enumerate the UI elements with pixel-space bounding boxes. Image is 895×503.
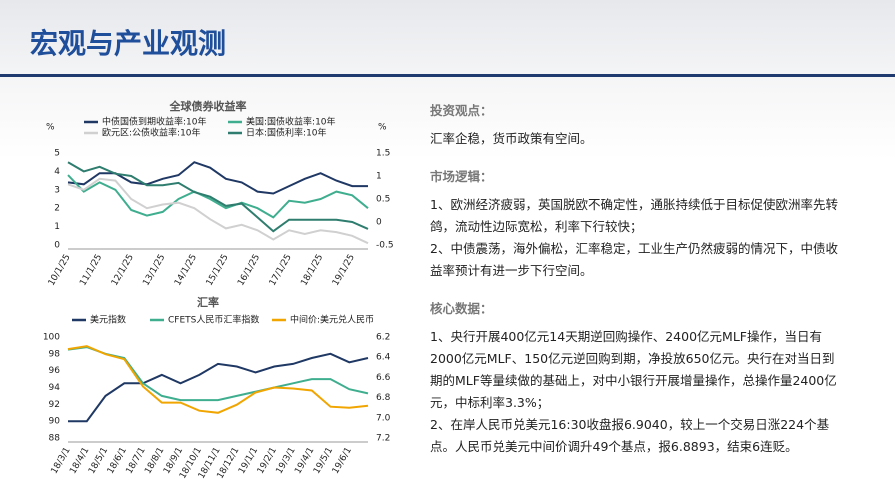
legend-label: CFETS人民币汇率指数 bbox=[168, 314, 259, 326]
x-tick-label: 15/1/25 bbox=[205, 253, 231, 288]
paragraph: 1、欧洲经济疲弱，英国脱欧不确定性，通胀持续低于目标促使欧洲率先转鸽，流动性边际… bbox=[430, 197, 838, 234]
y-tick-label: 98 bbox=[49, 349, 61, 359]
x-tick-label: 18/1/25 bbox=[299, 253, 325, 288]
legend-label: 日本:国债利率:10年 bbox=[246, 127, 327, 139]
legend-label: 美元指数 bbox=[90, 314, 126, 326]
charts: 全球债券收益率 0 1 2 3 4 5 1.5 1 0.5 0 -0.5% % 10/1/25 11/1/2… bbox=[43, 99, 394, 481]
paragraph: 2、在岸人民币兑美元16:30收盘报6.9040，较上一个交易日涨224个基点。… bbox=[430, 417, 830, 454]
y-tick-label: 90 bbox=[49, 417, 61, 427]
y2-tick-label: 7.0 bbox=[376, 413, 391, 423]
y2-tick-label: 0 bbox=[376, 218, 382, 228]
series-line bbox=[67, 161, 369, 233]
series-line bbox=[67, 345, 369, 414]
slide-title: 宏观与产业观测 bbox=[30, 27, 227, 60]
paragraph: 汇率企稳，货币政策有空间。 bbox=[430, 131, 593, 146]
y2-tick-label: 7.2 bbox=[376, 434, 390, 444]
x-tick-label: 16/1/25 bbox=[236, 253, 262, 288]
section-heading: 投资观点： bbox=[430, 103, 493, 118]
y-tick-label: 88 bbox=[49, 434, 61, 444]
x-tick-label: 19/1/25 bbox=[331, 253, 357, 288]
legend-label: 中间价:美元兑人民币 bbox=[290, 314, 374, 326]
paragraph: 2、中债震荡，海外偏松，汇率稳定，工业生产仍然疲弱的情况下，中债收益率预计有进一… bbox=[430, 241, 838, 278]
y-tick-label: 94 bbox=[49, 383, 61, 393]
chart-title: 全球债券收益率 bbox=[169, 99, 247, 113]
y-tick-label: 4 bbox=[54, 167, 60, 177]
section-heading: 市场逻辑： bbox=[430, 169, 493, 184]
y-tick-label: 2 bbox=[54, 204, 60, 214]
y2-tick-label: 6.6 bbox=[376, 373, 391, 383]
series-line bbox=[67, 177, 369, 245]
y-unit: % bbox=[46, 123, 55, 133]
y2-tick-label: 6.8 bbox=[376, 393, 391, 403]
series-line bbox=[67, 174, 369, 219]
y2-tick-label: 6.4 bbox=[376, 353, 391, 363]
y2-tick-label: 1 bbox=[376, 172, 382, 182]
paragraph: 1、央行开展400亿元14天期逆回购操作、2400亿元MLF操作，当日有2000… bbox=[430, 329, 837, 410]
y2-unit: % bbox=[378, 123, 387, 133]
x-tick-label: 13/1/25 bbox=[141, 253, 167, 288]
y-tick-label: 0 bbox=[54, 241, 60, 251]
x-tick-label: 10/1/25 bbox=[47, 253, 73, 288]
y2-tick-label: -0.5 bbox=[376, 241, 394, 251]
x-tick-label: 14/1/25 bbox=[173, 253, 199, 288]
y-tick-label: 3 bbox=[54, 185, 60, 195]
legend-label: 中债国债到期收益率:10年 bbox=[102, 116, 207, 128]
y-tick-label: 92 bbox=[49, 400, 60, 410]
chart-title: 汇率 bbox=[197, 295, 219, 309]
commentary: 投资观点： 汇率企稳，货币政策有空间。 市场逻辑： 1、欧洲经济疲弱，英国脱欧不确定性… bbox=[430, 100, 840, 458]
y2-tick-label: 0.5 bbox=[376, 195, 390, 205]
series-line bbox=[68, 352, 369, 423]
title-rule bbox=[0, 74, 895, 77]
legend-label: 美国:国债收益率:10年 bbox=[246, 116, 336, 128]
y-tick-label: 100 bbox=[43, 333, 60, 343]
section-heading: 核心数据： bbox=[430, 301, 493, 316]
x-tick-label: 17/1/25 bbox=[268, 253, 294, 288]
y-tick-label: 5 bbox=[54, 149, 60, 159]
y-tick-label: 96 bbox=[49, 366, 61, 376]
y2-tick-label: 6.2 bbox=[376, 333, 390, 343]
y2-tick-label: 1.5 bbox=[376, 149, 390, 159]
x-tick-label: 11/1/25 bbox=[78, 253, 104, 288]
legend-label: 欧元区:公债收益率:10年 bbox=[102, 127, 201, 139]
x-tick-label: 12/1/25 bbox=[110, 253, 136, 288]
y-tick-label: 1 bbox=[54, 222, 60, 232]
